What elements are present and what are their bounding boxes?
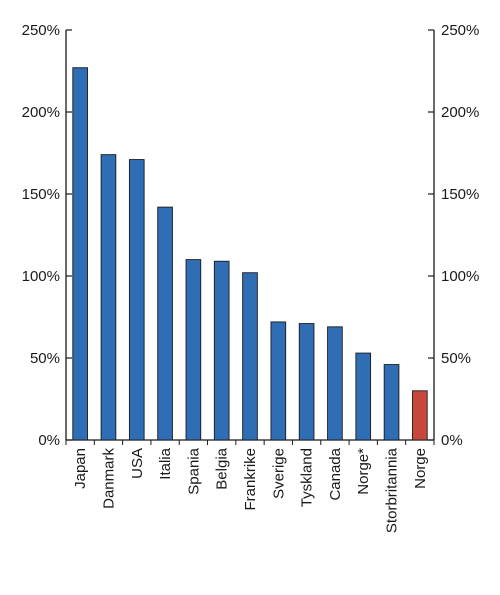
bar-japan — [72, 67, 88, 441]
y-axis-left: 0% 50% 100% 150% 200% 250% — [22, 22, 72, 449]
y-tick-label-left: 50% — [30, 350, 60, 367]
bar-series — [72, 67, 428, 441]
x-axis: Japan Danmark USA Italia Spania Belgia Frankri… — [65, 440, 435, 533]
bar-canada — [327, 326, 343, 441]
x-tick-label: Sverige — [270, 448, 287, 499]
y-tick-label-right: 100% — [441, 268, 479, 285]
bar-italia — [157, 206, 173, 441]
bar-usa — [128, 159, 145, 441]
y-tick-label-right: 150% — [441, 186, 479, 203]
bar-sverige — [270, 321, 287, 441]
x-tick-label: Danmark — [100, 448, 117, 509]
y-tick-label-left: 150% — [22, 186, 60, 203]
y-tick-label-right: 200% — [441, 104, 479, 121]
x-tick-label: Japan — [72, 448, 89, 489]
x-tick-label: Norge — [412, 448, 429, 489]
y-tick-label-left: 250% — [22, 22, 60, 39]
y-tick-label-right: 250% — [441, 22, 479, 39]
bar-spania — [185, 259, 202, 441]
x-tick-label: Norge* — [355, 448, 372, 495]
x-tick-label: Frankrike — [242, 448, 259, 511]
x-tick-label: USA — [129, 448, 146, 479]
bar-frankrike — [242, 272, 258, 441]
x-tick-label: Spania — [185, 447, 202, 494]
y-tick-label-left: 100% — [22, 268, 60, 285]
x-tick-label: Canada — [327, 447, 344, 500]
x-tick-label: Tyskland — [299, 448, 316, 507]
y-tick-label-left: 200% — [22, 104, 60, 121]
x-tick-label: Storbritannia — [384, 447, 401, 533]
bar-belgia — [213, 260, 230, 441]
bar-storbritannia — [383, 364, 400, 441]
x-tick-label: Italia — [157, 447, 174, 479]
bar-danmark — [100, 154, 117, 441]
y-tick-label-right: 0% — [441, 432, 463, 449]
y-tick-label-left: 0% — [38, 432, 60, 449]
y-tick-label-right: 50% — [441, 350, 471, 367]
x-tick-label: Belgia — [214, 447, 231, 489]
bar-norge — [355, 352, 372, 441]
bar-norge — [412, 390, 428, 441]
bar-tyskland — [298, 323, 315, 441]
y-axis-right: 0% 50% 100% 150% 200% 250% — [428, 22, 479, 449]
